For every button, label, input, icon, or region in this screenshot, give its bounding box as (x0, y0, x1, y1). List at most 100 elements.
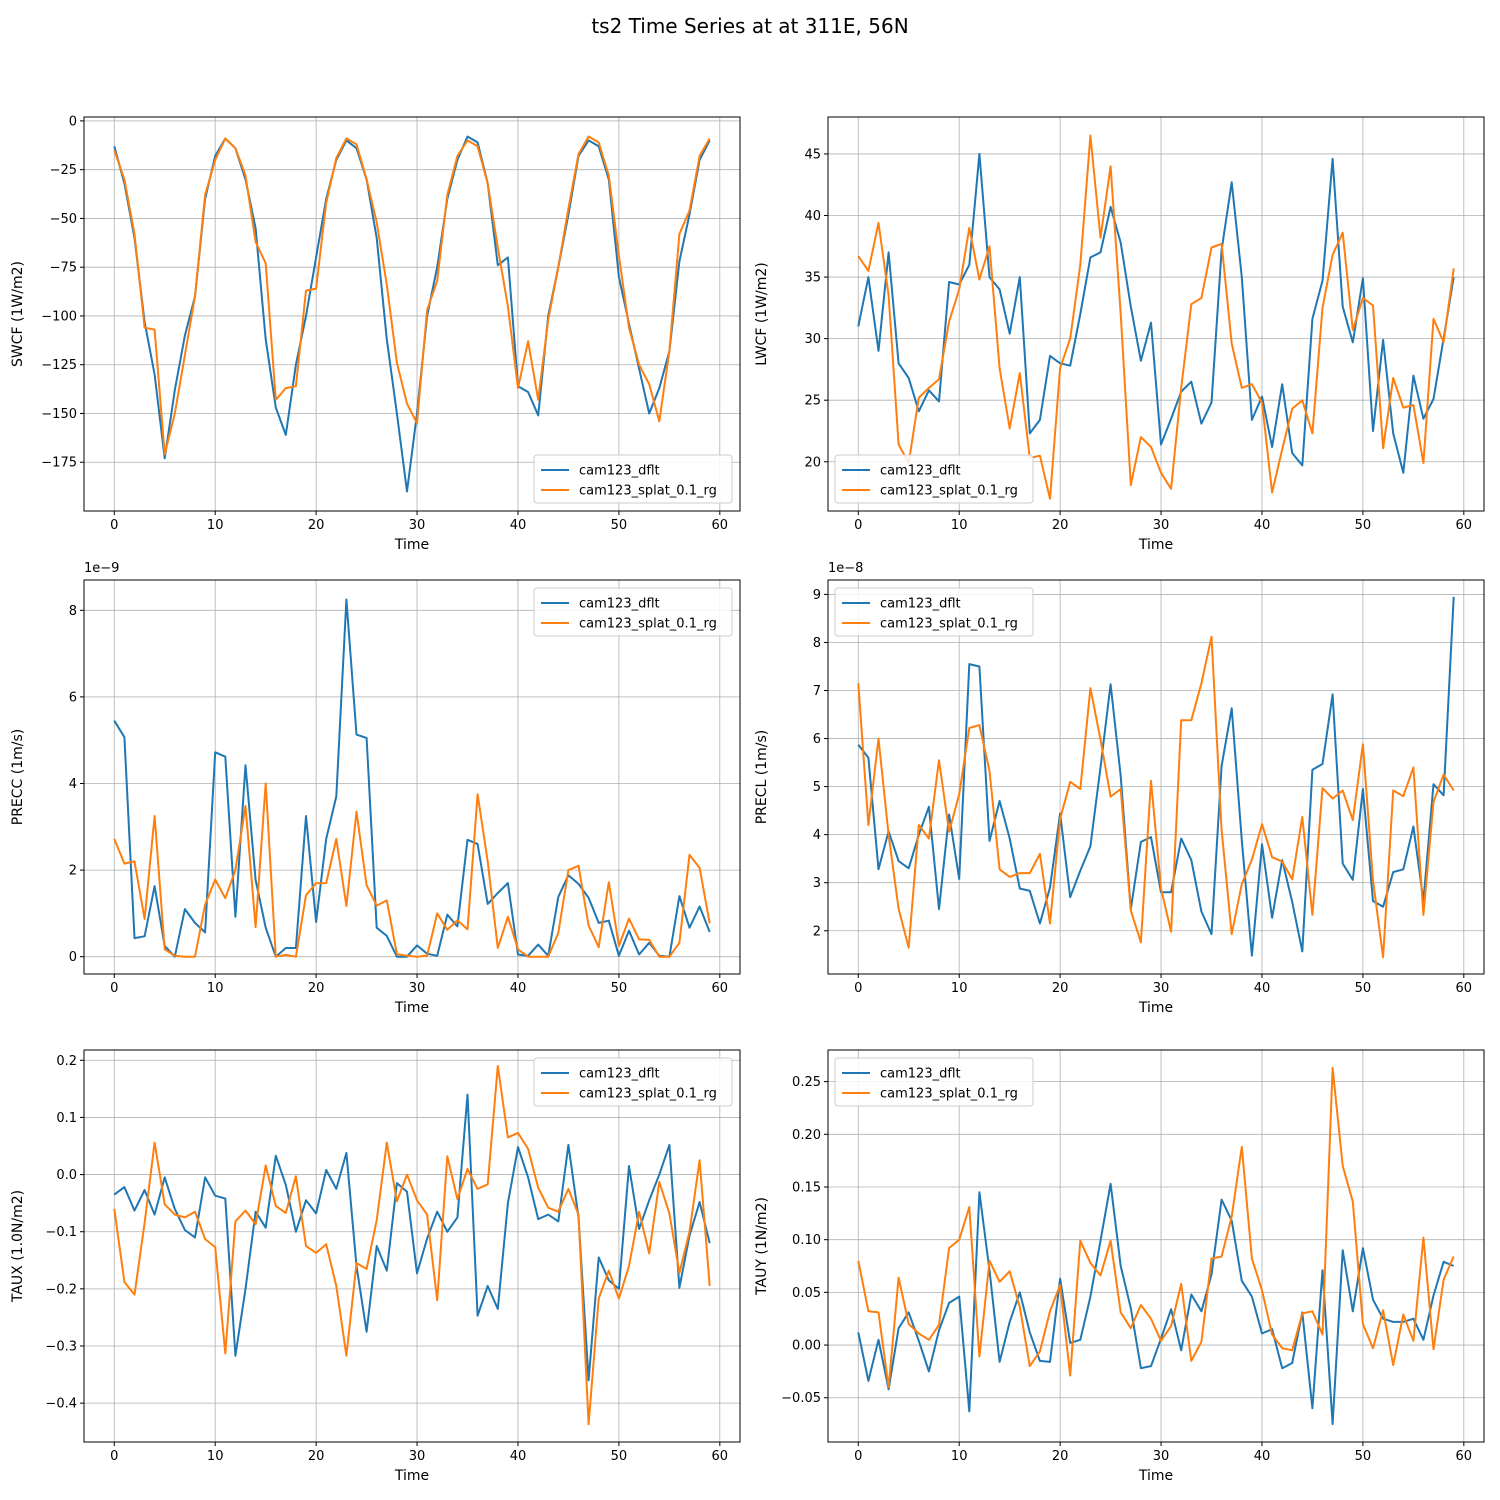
y-tick-label: 0.15 (792, 1180, 821, 1195)
y-tick-label: 4 (813, 828, 821, 843)
y-tick-label: 8 (813, 636, 821, 651)
y-tick-label: 6 (813, 732, 821, 747)
y-tick-label: 35 (804, 271, 821, 286)
x-tick-label: 50 (1355, 981, 1372, 996)
y-tick-label: −25 (50, 163, 77, 178)
y-tick-label: 2 (69, 864, 77, 879)
series-line-2 (113, 135, 711, 456)
x-axis-label: Time (394, 1468, 429, 1484)
y-tick-label: 9 (813, 588, 821, 603)
x-axis-label: Time (1138, 1000, 1173, 1016)
x-tick-label: 0 (854, 1449, 862, 1464)
legend-label-1: cam123_dflt (579, 464, 660, 479)
series-line-2 (113, 782, 711, 958)
x-tick-label: 60 (712, 1449, 729, 1464)
x-tick-label: 30 (1153, 1449, 1170, 1464)
x-tick-label: 40 (510, 981, 527, 996)
y-tick-label: 4 (69, 777, 77, 792)
legend-box (834, 454, 1034, 504)
legend-label-1: cam123_dflt (579, 597, 660, 612)
y-tick-label: 3 (813, 876, 821, 891)
y-tick-label: −0.4 (45, 1397, 77, 1412)
axes-frame (83, 1049, 741, 1443)
legend-box (834, 587, 1034, 637)
y-tick-label: 0.0 (56, 1168, 77, 1183)
y-tick-label: −150 (41, 407, 77, 422)
y-tick-label: 8 (69, 604, 77, 619)
x-tick-label: 30 (409, 518, 426, 533)
x-tick-label: 50 (1355, 518, 1372, 533)
y-tick-label: 0.05 (792, 1286, 821, 1301)
x-tick-label: 20 (308, 1449, 325, 1464)
y-tick-label: 7 (813, 684, 821, 699)
legend: cam123_dflt cam123_splat_0.1_rg (834, 454, 1034, 504)
series-line-1 (113, 1093, 711, 1382)
legend-box (834, 1057, 1034, 1107)
x-tick-label: 10 (207, 1449, 224, 1464)
y-tick-label: 0.25 (792, 1075, 821, 1090)
axes-frame (83, 116, 741, 512)
y-tick-label: 40 (804, 209, 821, 224)
series-line-1 (113, 135, 711, 493)
y-tick-label: −125 (41, 358, 77, 373)
chart-panel-6: 0 10 20 30 40 50 60 0.25 0.20 0.15 0.10 0.05 0.00 −0.… (754, 1049, 1485, 1484)
y-axis-label: TAUX (1.0N/m2) (10, 1190, 26, 1303)
x-axis-label: Time (394, 537, 429, 553)
y-tick-label: −0.05 (781, 1391, 821, 1406)
series-line-2 (857, 1066, 1455, 1389)
series-line-2 (857, 635, 1455, 959)
x-tick-label: 0 (854, 981, 862, 996)
y-tick-label: 0.2 (56, 1054, 77, 1069)
series-line-1 (857, 1182, 1455, 1426)
legend-label-1: cam123_dflt (880, 597, 961, 612)
axes-frame (83, 579, 741, 975)
legend-box (533, 454, 733, 504)
y-tick-label: 0 (69, 114, 77, 129)
legend-label-1: cam123_dflt (579, 1067, 660, 1082)
axes-frame (827, 116, 1485, 512)
legend: cam123_dflt cam123_splat_0.1_rg (834, 587, 1034, 637)
y-tick-label: 2 (813, 924, 821, 939)
legend-box (533, 1057, 733, 1107)
x-tick-label: 20 (1052, 981, 1069, 996)
x-tick-label: 40 (1254, 518, 1271, 533)
axis-offset-label: 1e−9 (84, 561, 119, 576)
x-tick-label: 40 (510, 518, 527, 533)
x-tick-label: 50 (611, 518, 628, 533)
x-tick-label: 50 (1355, 1449, 1372, 1464)
y-tick-label: −50 (50, 212, 77, 227)
y-tick-label: −0.1 (45, 1225, 77, 1240)
y-tick-label: −175 (41, 456, 77, 471)
y-tick-label: −0.3 (45, 1340, 77, 1355)
chart-panel-1: 0 10 20 30 40 50 60 0 −25 −50 −75 −100 −125 −150 −175 T… (10, 114, 741, 553)
legend: cam123_dflt cam123_splat_0.1_rg (834, 1057, 1034, 1107)
chart-panel-3: 0 10 20 30 40 50 60 0 2 4 6 8 Time PRECC (1m/s) 1e−9 ca… (10, 561, 741, 1016)
axes-frame (827, 579, 1485, 975)
legend-label-2: cam123_splat_0.1_rg (880, 1087, 1018, 1102)
x-tick-label: 20 (1052, 1449, 1069, 1464)
y-tick-label: 25 (804, 394, 821, 409)
y-tick-label: 30 (804, 332, 821, 347)
y-axis-label: PRECC (1m/s) (10, 729, 26, 826)
legend: cam123_dflt cam123_splat_0.1_rg (533, 587, 733, 637)
figure-title: ts2 Time Series at at 311E, 56N (591, 14, 909, 38)
x-tick-label: 60 (1456, 1449, 1473, 1464)
x-tick-label: 0 (110, 518, 118, 533)
legend: cam123_dflt cam123_splat_0.1_rg (533, 1057, 733, 1107)
axes-frame (827, 1049, 1485, 1443)
legend-label-2: cam123_splat_0.1_rg (880, 484, 1018, 499)
x-tick-label: 60 (1456, 981, 1473, 996)
x-tick-label: 30 (409, 1449, 426, 1464)
legend-label-2: cam123_splat_0.1_rg (579, 617, 717, 632)
chart-panel-4: 0 10 20 30 40 50 60 2 3 4 5 6 7 8 9 Time PRECL (1m/s) 1e−… (754, 561, 1485, 1016)
x-tick-label: 10 (951, 518, 968, 533)
legend-box (533, 587, 733, 637)
x-tick-label: 0 (110, 1449, 118, 1464)
series-line-1 (113, 598, 711, 958)
x-tick-label: 20 (1052, 518, 1069, 533)
x-tick-label: 30 (1153, 518, 1170, 533)
legend: cam123_dflt cam123_splat_0.1_rg (533, 454, 733, 504)
x-tick-label: 60 (1456, 518, 1473, 533)
x-tick-label: 60 (712, 518, 729, 533)
